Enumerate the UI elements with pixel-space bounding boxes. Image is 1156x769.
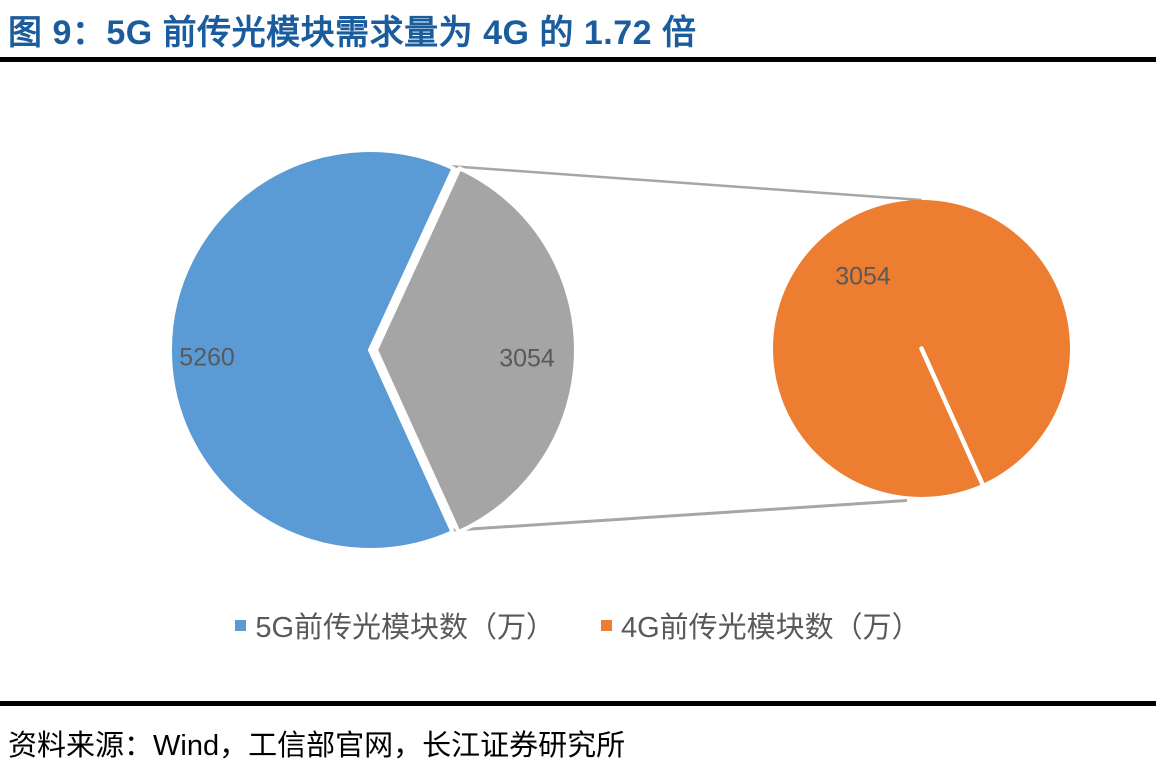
legend-item-5g: 5G前传光模块数（万）	[235, 604, 555, 646]
figure-title: 图 9：5G 前传光模块需求量为 4G 的 1.72 倍	[8, 14, 697, 52]
footer-divider	[0, 701, 1156, 706]
connector-line-top	[447, 164, 922, 202]
data-label-5g: 5260	[179, 343, 235, 372]
chart-legend: 5G前传光模块数（万） 4G前传光模块数（万）	[0, 604, 1156, 646]
legend-label-4g: 4G前传光模块数（万）	[621, 612, 921, 644]
source-note: 资料来源：Wind，工信部官网，长江证券研究所	[8, 730, 626, 762]
title-divider	[0, 57, 1156, 62]
legend-label-5g: 5G前传光模块数（万）	[255, 612, 555, 644]
connector-line-bottom	[447, 499, 908, 532]
pie-slice-5g	[167, 148, 456, 552]
legend-swatch-4g-icon	[601, 619, 612, 631]
data-label-4g-secondary: 3054	[835, 262, 891, 291]
pie-secondary-slice-divider	[919, 346, 985, 487]
pie-slice-4g-main	[374, 166, 578, 535]
data-label-4g-main: 3054	[499, 344, 555, 373]
legend-item-4g: 4G前传光模块数（万）	[601, 604, 921, 646]
legend-swatch-5g-icon	[235, 619, 247, 631]
